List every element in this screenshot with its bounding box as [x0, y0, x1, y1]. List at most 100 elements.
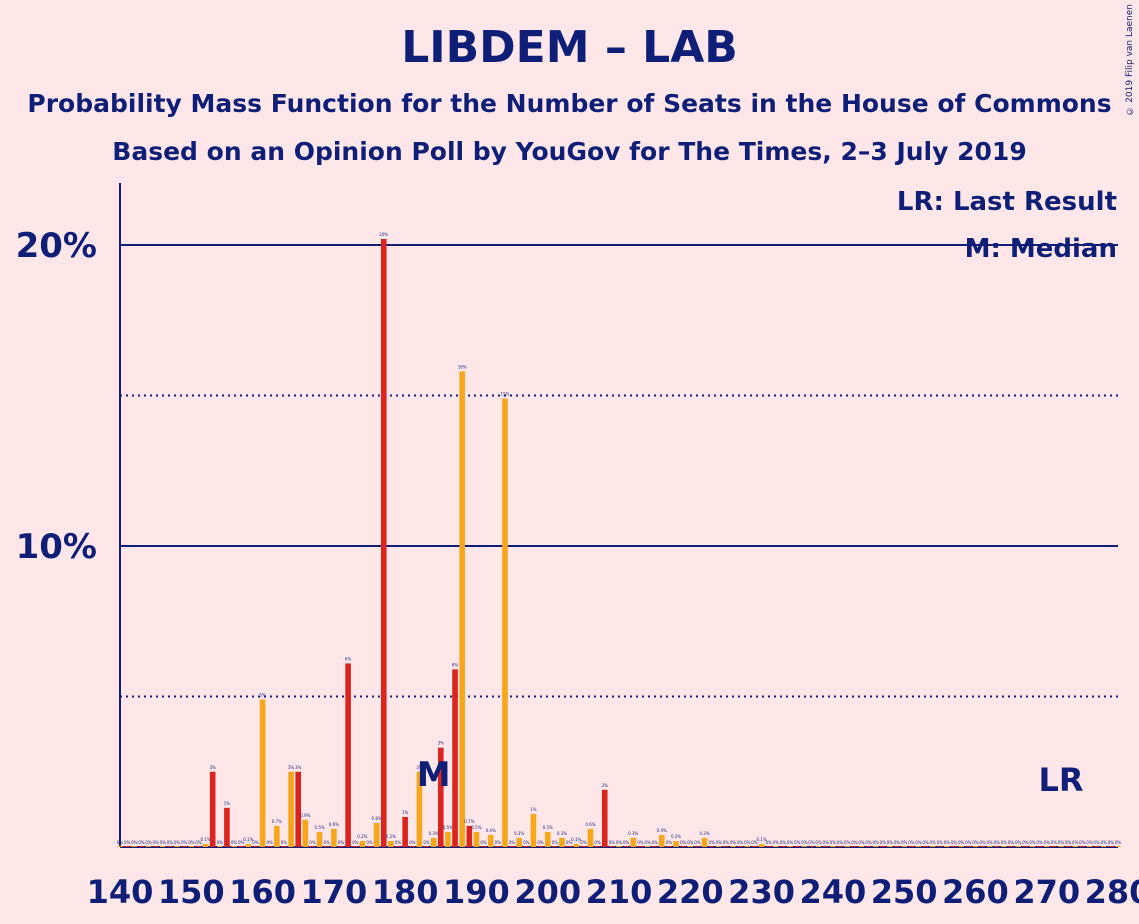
bar-seat-152	[202, 843, 209, 847]
bar-seat-149	[181, 846, 187, 847]
bar-seat-222	[701, 837, 708, 847]
bar-data-label: 0%	[894, 840, 901, 845]
bar-seat-203	[566, 846, 572, 847]
bar-seat-254	[929, 846, 936, 847]
bar-seat-259	[965, 846, 972, 847]
bar-data-label: 0%	[1029, 840, 1036, 845]
bar-seat-195	[509, 846, 515, 847]
chart-subtitle-poll: Based on an Opinion Poll by YouGov for T…	[112, 137, 1027, 166]
bar-data-label: 0%	[644, 840, 651, 845]
bar-seat-166	[302, 819, 309, 847]
bar-data-label: 0%	[138, 840, 145, 845]
bar-seat-164	[288, 771, 294, 847]
bar-seat-273	[1065, 846, 1071, 847]
bar-seat-206	[587, 828, 594, 847]
bar-data-label: 0%	[694, 840, 701, 845]
bar-seat-217	[666, 846, 672, 847]
bar-data-label: 0%	[1065, 840, 1072, 845]
bar-seat-202	[559, 837, 565, 847]
bar-seat-169	[323, 846, 330, 847]
bar-data-label: 0%	[1022, 840, 1029, 845]
bar-data-label: 0%	[181, 840, 188, 845]
bar-seat-251	[908, 846, 915, 847]
bar-data-label: 0%	[1093, 840, 1100, 845]
bar-seat-183	[423, 846, 430, 847]
bar-seat-193	[495, 846, 501, 847]
bar-seat-174	[359, 840, 366, 847]
bar-seat-253	[922, 846, 929, 847]
bar-seat-156	[231, 846, 237, 847]
bar-data-label: 0.4%	[486, 828, 496, 833]
bar-data-label: 0%	[1036, 840, 1043, 845]
bar-seat-271	[1051, 846, 1057, 847]
bar-seat-191	[480, 846, 487, 847]
bar-data-label: 0%	[324, 840, 331, 845]
bar-seat-175	[366, 846, 373, 847]
bar-seat-252	[915, 846, 922, 847]
bar-seat-276	[1086, 846, 1093, 847]
bar-data-label: 3%	[209, 765, 216, 770]
bar-seat-249	[894, 846, 900, 847]
bar-data-label: 0%	[366, 840, 373, 845]
bar-seat-214	[644, 846, 651, 847]
bar-data-label: 0%	[124, 840, 131, 845]
bar-data-label: 0%	[908, 840, 915, 845]
bar-data-label: 0%	[844, 840, 851, 845]
bar-seat-163	[281, 846, 287, 847]
bar-seat-221	[694, 846, 701, 847]
bar-data-label: 0%	[651, 840, 658, 845]
bar-seat-162	[274, 825, 280, 847]
bar-seat-181	[409, 846, 416, 847]
bar-seat-231	[765, 846, 772, 847]
bar-seat-256	[944, 846, 950, 847]
bar-seat-247	[879, 846, 886, 847]
bar-data-label: 0.6%	[585, 822, 595, 827]
bar-seat-232	[773, 846, 779, 847]
bar-data-label: 0%	[737, 840, 744, 845]
bar-seat-257	[951, 846, 957, 847]
x-tick-label: 230	[728, 873, 795, 911]
bar-seat-233	[780, 846, 786, 847]
bar-data-label: 0%	[972, 840, 979, 845]
bar-data-label: 0%	[823, 840, 830, 845]
bar-data-label: 0%	[830, 840, 837, 845]
x-tick-label: 200	[514, 873, 581, 911]
bar-data-label: 0%	[195, 840, 202, 845]
bar-data-label: 0%	[773, 840, 780, 845]
bar-seat-154	[217, 846, 223, 847]
bar-seat-280	[1115, 846, 1121, 847]
bar-seat-153	[209, 771, 216, 847]
bar-seat-210	[616, 846, 622, 847]
bar-seat-255	[936, 846, 943, 847]
bar-seat-204	[573, 843, 580, 847]
bar-seat-268	[1029, 846, 1036, 847]
bar-data-label: 0.1%	[243, 837, 253, 842]
bar-data-label: 0.6%	[329, 822, 339, 827]
bar-data-label: 0%	[623, 840, 630, 845]
bar-data-label: 1%	[402, 810, 409, 815]
bar-seat-146	[159, 846, 166, 847]
bar-seat-159	[252, 846, 259, 847]
bar-data-label: 0%	[309, 840, 316, 845]
x-tick-label: 260	[942, 873, 1009, 911]
bar-data-label: 0%	[944, 840, 951, 845]
x-tick-label: 220	[657, 873, 724, 911]
bar-seat-279	[1108, 846, 1114, 847]
bar-seat-141	[124, 846, 130, 847]
y-tick-label: 10%	[16, 527, 97, 567]
bar-data-label: 0%	[937, 840, 944, 845]
bar-data-label: 0%	[744, 840, 751, 845]
bar-seat-209	[609, 846, 615, 847]
bar-seat-235	[794, 846, 801, 847]
bar-seat-198	[530, 813, 537, 847]
bar-data-label: 6%	[452, 662, 459, 667]
bar-seat-185	[437, 747, 444, 847]
bar-seat-168	[316, 831, 323, 847]
bar-seat-237	[808, 846, 815, 847]
bar-data-label: 0%	[794, 840, 801, 845]
bar-seat-205	[580, 846, 587, 847]
bar-data-label: 0%	[580, 840, 587, 845]
bar-seat-201	[552, 846, 558, 847]
bar-data-label: 5%	[259, 693, 266, 698]
